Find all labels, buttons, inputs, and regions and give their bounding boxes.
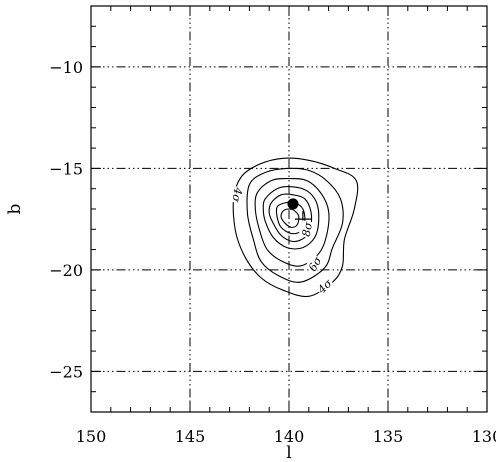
contour-label-group: 6σ [304,253,325,274]
contour-label-knockout [231,186,246,204]
contour-label: 8σ [300,221,315,238]
x-tick-label: 130 [472,427,496,446]
x-tick-label: 145 [175,427,206,446]
x-tick-label: 140 [274,427,305,446]
grid-lines [91,6,487,412]
axis-ticks: 150 145 140 135 130 −10 −15 −20 −25 [49,5,496,446]
contour-line-5sigma [246,167,344,283]
x-axis-label: l [286,443,291,462]
contour-line-4sigma [232,157,359,298]
contour-label-group: 8σ [298,220,315,239]
x-tick-label: 150 [76,427,107,446]
contour-label-knockout [304,253,324,274]
contour-label-knockout [298,220,314,239]
y-axis-label: b [5,203,25,214]
contour-line-6sigma [254,178,330,267]
y-tick-label: −25 [49,362,83,381]
contour-line-10sigma [280,208,300,228]
contour-label: 6σ [306,254,325,273]
source-dot-marker [287,198,299,210]
contour-line-7sigma [262,186,320,250]
contour-label-knockout [314,275,334,296]
contour-label: 4σ [229,185,245,203]
y-tick-label: −15 [49,159,83,178]
contour-label-group: 4σ [229,185,246,204]
x-tick-label: 135 [373,427,404,446]
y-tick-label: −10 [49,58,83,77]
y-tick-label: −20 [49,261,83,280]
